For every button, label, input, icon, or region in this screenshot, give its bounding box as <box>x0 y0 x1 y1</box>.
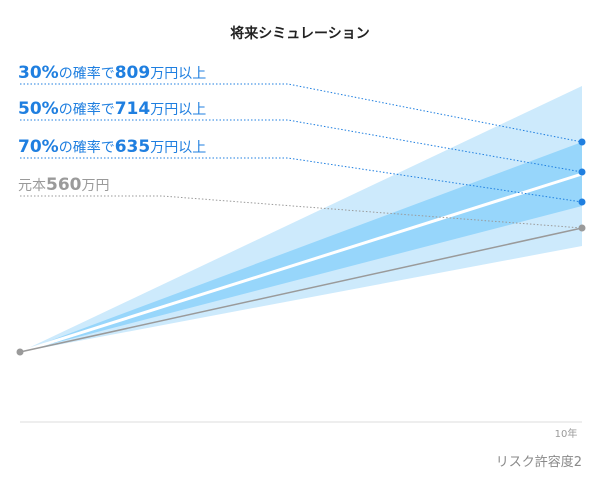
label-part-pre: 元本 <box>18 178 46 194</box>
label-part-big: 50% <box>18 99 59 119</box>
label-part-big: 70% <box>18 137 59 157</box>
label-part-big: 30% <box>18 63 59 83</box>
outer-probability-band <box>20 86 582 352</box>
inner-probability-band <box>20 142 582 352</box>
x-tick-label: 10年 <box>555 427 578 440</box>
leader-line-3 <box>20 157 583 203</box>
probability-label-4: 元本560万円 <box>18 175 110 195</box>
end-points <box>16 138 586 356</box>
median-line <box>19 172 583 354</box>
label-part-mid: の確率で <box>59 139 115 156</box>
principal-line <box>19 227 583 353</box>
label-part-num: 635 <box>115 137 151 157</box>
label-part-num: 560 <box>46 175 82 195</box>
label-part-post: 万円以上 <box>150 102 206 118</box>
probability-label-1: 30%の確率で809万円以上 <box>18 63 206 83</box>
end-point-3 <box>578 198 586 206</box>
label-leader-lines <box>20 83 583 229</box>
start-point <box>16 348 24 356</box>
end-point-2 <box>578 168 586 176</box>
label-part-post: 万円以上 <box>150 66 206 82</box>
risk-tolerance-caption: リスク許容度2 <box>496 454 582 470</box>
label-part-post: 万円 <box>82 178 110 194</box>
label-part-num: 714 <box>115 99 151 119</box>
probability-labels: 30%の確率で809万円以上50%の確率で714万円以上70%の確率で635万円… <box>18 63 206 195</box>
label-part-num: 809 <box>115 63 151 83</box>
probability-label-3: 70%の確率で635万円以上 <box>18 137 206 157</box>
label-part-mid: の確率で <box>59 65 115 82</box>
probability-label-2: 50%の確率で714万円以上 <box>18 99 206 119</box>
projection-bands <box>19 86 583 354</box>
end-point-1 <box>578 138 586 146</box>
label-part-post: 万円以上 <box>150 140 206 156</box>
label-part-mid: の確率で <box>59 101 115 118</box>
chart-title: 将来シミュレーション <box>230 25 369 42</box>
end-point-4 <box>578 224 586 232</box>
